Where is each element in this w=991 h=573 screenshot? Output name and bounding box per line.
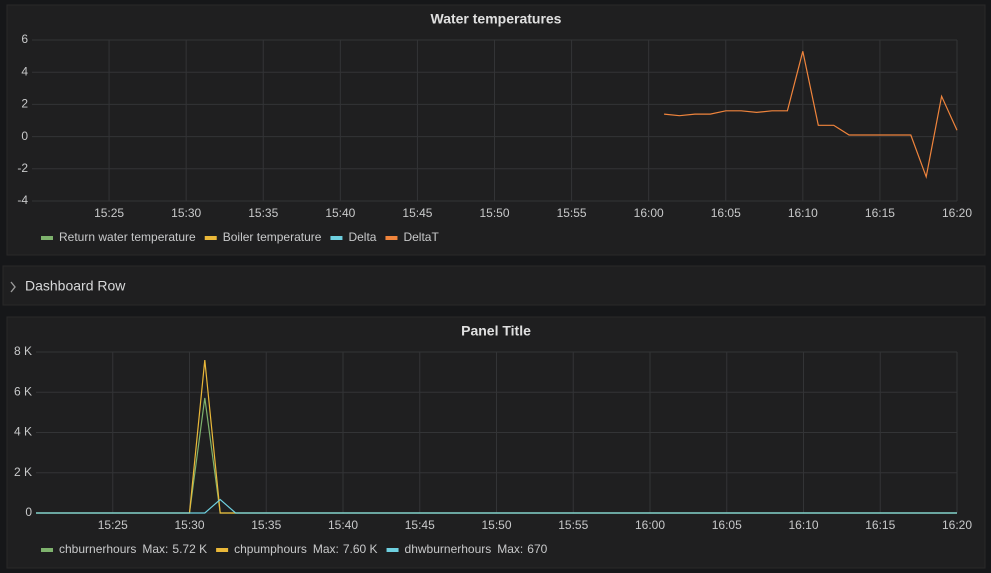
x-tick-label: 15:45 <box>402 206 432 220</box>
legend-label: Return water temperature <box>59 230 196 244</box>
y-tick-label: 2 <box>21 97 28 111</box>
series-line <box>36 498 957 514</box>
legend-value: 7.60 K <box>343 542 378 556</box>
x-tick-label: 16:15 <box>865 206 895 220</box>
x-tick-label: 16:05 <box>711 206 741 220</box>
y-tick-label: 4 K <box>14 425 32 439</box>
legend-label: chpumphours <box>234 542 307 556</box>
x-tick-label: 15:40 <box>325 206 355 220</box>
legend-label: dhwburnerhours <box>405 542 492 556</box>
y-tick-label: 0 <box>25 505 32 519</box>
x-tick-label: 15:45 <box>405 518 435 532</box>
y-tick-label: 8 K <box>14 344 32 358</box>
x-tick-label: 16:20 <box>942 518 972 532</box>
x-tick-label: 16:15 <box>865 518 895 532</box>
legend-label: chburnerhours <box>59 542 136 556</box>
legend-stat: Max: <box>497 542 523 556</box>
dashboard-row[interactable] <box>2 265 986 306</box>
x-tick-label: 15:55 <box>558 518 588 532</box>
chart-title: Water temperatures <box>431 11 562 27</box>
x-tick-label: 15:25 <box>94 206 124 220</box>
row-title[interactable]: Dashboard Row <box>25 278 126 294</box>
x-tick-label: 16:00 <box>634 206 664 220</box>
x-tick-label: 15:30 <box>174 518 204 532</box>
x-tick-label: 16:10 <box>788 518 818 532</box>
row-chevron[interactable] <box>10 281 16 293</box>
x-tick-label: 15:55 <box>557 206 587 220</box>
x-tick-label: 16:00 <box>635 518 665 532</box>
x-tick-label: 16:10 <box>788 206 818 220</box>
x-tick-label: 15:40 <box>328 518 358 532</box>
legend-label: Delta <box>348 230 376 244</box>
chart-title: Panel Title <box>461 323 531 339</box>
x-tick-label: 15:35 <box>251 518 281 532</box>
panel <box>6 4 986 256</box>
y-tick-label: 6 K <box>14 384 32 398</box>
x-tick-label: 15:30 <box>171 206 201 220</box>
legend-label: Boiler temperature <box>223 230 322 244</box>
legend-value: 5.72 K <box>172 542 207 556</box>
y-tick-label: 6 <box>21 32 28 46</box>
series-line <box>664 51 958 180</box>
y-tick-label: -4 <box>17 193 28 207</box>
y-tick-label: 4 <box>21 64 28 78</box>
x-tick-label: 15:25 <box>98 518 128 532</box>
y-tick-label: 2 K <box>14 465 32 479</box>
x-tick-label: 16:20 <box>942 206 972 220</box>
x-tick-label: 15:50 <box>479 206 509 220</box>
x-tick-label: 15:35 <box>248 206 278 220</box>
legend-stat: Max: <box>313 542 339 556</box>
y-tick-label: 0 <box>21 129 28 143</box>
x-tick-label: 15:50 <box>481 518 511 532</box>
y-tick-label: -2 <box>17 161 28 175</box>
legend-label: DeltaT <box>403 230 439 244</box>
legend-value: 670 <box>527 542 547 556</box>
x-tick-label: 16:05 <box>712 518 742 532</box>
legend-stat: Max: <box>142 542 168 556</box>
